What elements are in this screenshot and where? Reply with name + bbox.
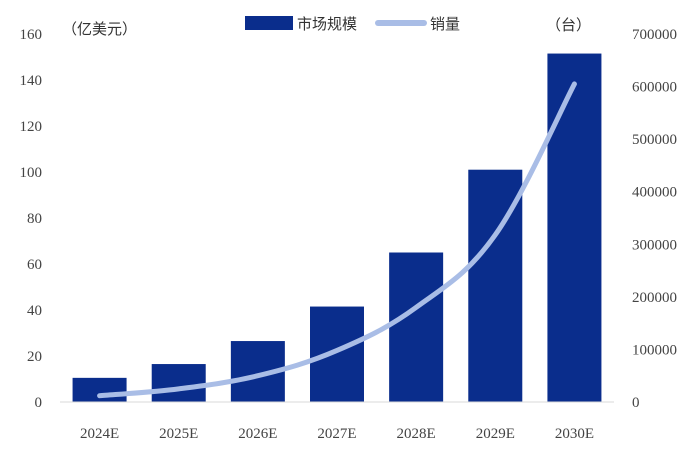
right-axis-tick-label: 100000 [632,342,677,358]
right-axis-tick-label: 400000 [632,185,677,201]
bar-2028E [389,252,444,402]
x-axis-tick-label: 2028E [397,426,436,442]
right-axis-tick-label: 600000 [632,80,677,96]
legend-label-sales: 销量 [430,15,460,33]
left-axis-tick-label: 20 [27,349,42,365]
left-axis-tick-label: 160 [20,27,43,43]
legend: 市场规模 销量 [245,15,460,33]
legend-label-market-size: 市场规模 [297,15,357,33]
right-axis-tick-label: 200000 [632,290,677,306]
x-axis-tick-label: 2027E [317,426,356,442]
bar-2030E [547,53,602,403]
legend-swatch-market-size [245,16,293,30]
left-axis-tick-label: 100 [20,165,43,181]
bar-2025E [151,364,206,402]
right-axis-unit: （台） [546,16,591,34]
left-axis-tick-label: 120 [20,119,43,135]
x-axis-tick-label: 2025E [159,426,198,442]
left-axis-tick-label: 80 [27,211,42,227]
bar-series-market-size [72,53,602,403]
left-axis-unit: （亿美元） [62,20,137,38]
left-axis-tick-label: 40 [27,303,42,319]
right-axis-tick-label: 0 [632,395,640,411]
x-axis-tick-label: 2029E [476,426,515,442]
x-axis-tick-label: 2030E [555,426,594,442]
x-axis-tick-label: 2024E [80,426,119,442]
x-axis-tick-label: 2026E [238,426,277,442]
right-axis-tick-label: 700000 [632,27,677,43]
right-axis-tick-label: 300000 [632,237,677,253]
right-axis-tick-label: 500000 [632,132,677,148]
x-axis-ticks: 2024E 2025E 2026E 2027E 2028E 2029E 2030E [80,426,594,442]
bar-2027E [310,306,364,402]
left-axis-ticks: 0 20 40 60 80 100 120 140 160 [20,27,43,411]
right-axis-ticks: 0 100000 200000 300000 400000 500000 600000 700… [632,27,677,411]
bar-2024E [72,377,127,402]
left-axis-tick-label: 0 [35,395,43,411]
left-axis-tick-label: 140 [20,73,43,89]
left-axis-tick-label: 60 [27,257,42,273]
line-series-sales [97,81,577,399]
sales-line [97,81,577,399]
